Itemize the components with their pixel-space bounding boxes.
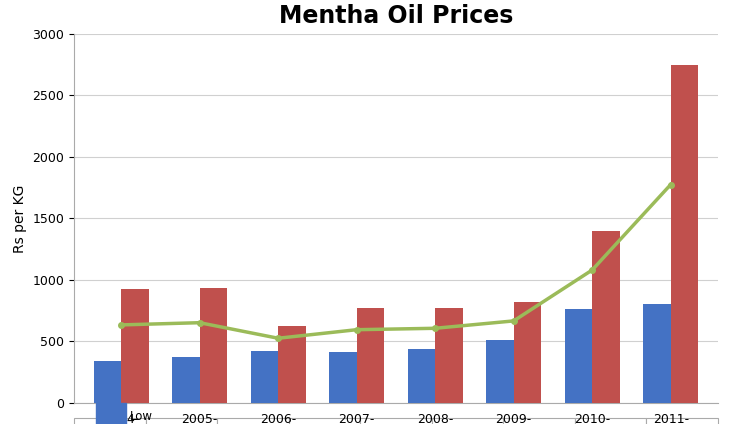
Bar bbox=[329, 352, 357, 403]
Bar bbox=[200, 288, 227, 403]
Y-axis label: Rs per KG: Rs per KG bbox=[13, 184, 27, 253]
Bar bbox=[592, 231, 619, 403]
Bar bbox=[96, 404, 126, 424]
Bar bbox=[357, 307, 384, 403]
Bar bbox=[121, 289, 149, 403]
Bar bbox=[486, 340, 514, 403]
Bar bbox=[408, 349, 435, 403]
Bar bbox=[670, 64, 698, 403]
Bar bbox=[172, 357, 200, 403]
Title: Mentha Oil Prices: Mentha Oil Prices bbox=[279, 4, 513, 28]
Bar bbox=[643, 304, 670, 403]
Bar bbox=[251, 351, 278, 403]
Bar bbox=[565, 310, 592, 403]
Bar bbox=[514, 302, 541, 403]
Bar bbox=[435, 307, 462, 403]
Bar bbox=[278, 326, 306, 403]
Bar bbox=[94, 361, 121, 403]
Text: Low: Low bbox=[130, 410, 152, 423]
